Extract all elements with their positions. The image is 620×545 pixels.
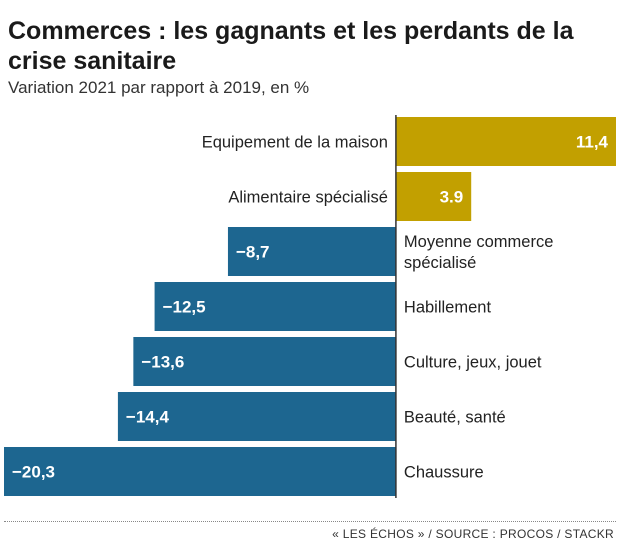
data-label: 3.9 [440,188,464,207]
category-label: Chaussure [404,464,484,482]
data-label: −14,4 [126,408,170,427]
data-label: −13,6 [141,353,184,372]
category-label: Alimentaire spécialisé [228,189,388,207]
category-label: Equipement de la maison [202,134,388,152]
footer-divider [4,521,616,522]
category-label: Beauté, santé [404,409,506,427]
data-label: −20,3 [12,463,55,482]
category-label: Habillement [404,299,492,317]
bar [395,117,616,166]
bar [227,227,396,276]
category-label: Moyenne commerce spécialisé [404,233,553,272]
category-label: Culture, jeux, jouet [404,354,542,372]
data-label: 11,4 [576,133,609,152]
source-credit: « LES ÉCHOS » / SOURCE : PROCOS / STACKR [332,527,614,541]
bar [133,337,396,386]
bar [395,172,472,221]
bar [154,282,396,331]
data-label: −12,5 [163,298,206,317]
chart-subtitle: Variation 2021 par rapport à 2019, en % [8,78,310,97]
bar [117,392,396,441]
data-label: −8,7 [236,243,270,262]
chart-title: Commerces : les gagnants et les perdants… [8,17,574,75]
bar [4,447,396,496]
